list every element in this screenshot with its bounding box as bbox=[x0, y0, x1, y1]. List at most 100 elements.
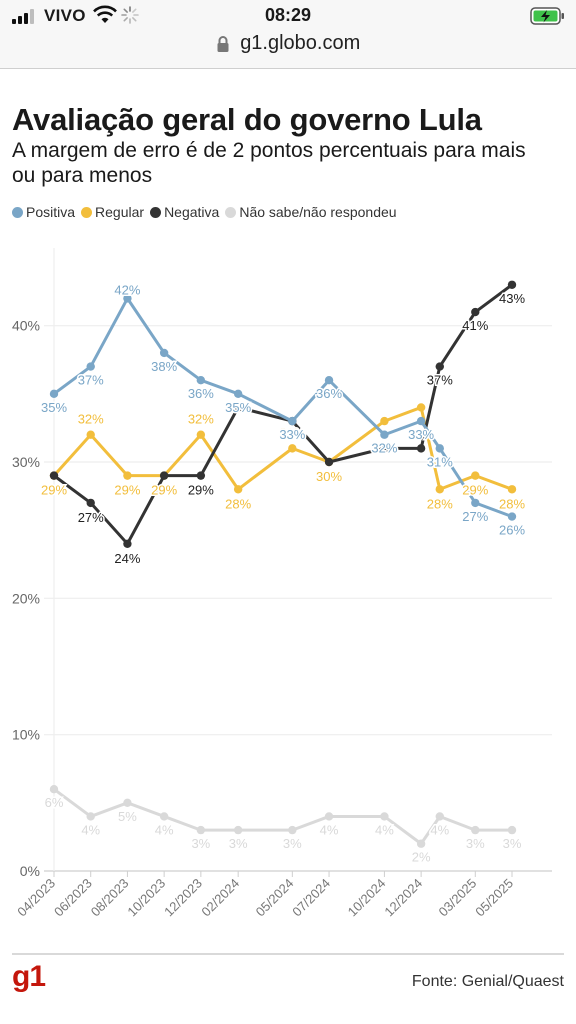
x-tick-label: 12/2023 bbox=[161, 876, 205, 920]
data-label-regular: 30% bbox=[316, 469, 342, 484]
data-point-regular bbox=[233, 485, 243, 494]
legend-label: Positiva bbox=[26, 204, 76, 220]
legend-label: Regular bbox=[95, 204, 145, 220]
data-point-negativa bbox=[471, 307, 480, 317]
data-point-regular bbox=[435, 485, 444, 494]
data-point-negativa bbox=[123, 539, 132, 548]
data-label-positiva: 35% bbox=[225, 400, 251, 415]
data-point-negativa bbox=[196, 471, 206, 480]
data-label-nao-sabe-nao-respondeu: 3% bbox=[191, 836, 210, 851]
data-point-positiva bbox=[380, 430, 389, 439]
data-label-positiva: 33% bbox=[279, 427, 305, 442]
data-label-regular: 29% bbox=[462, 483, 488, 498]
data-label-positiva: 36% bbox=[188, 386, 214, 401]
data-point-positiva bbox=[507, 512, 517, 521]
address-bar[interactable]: g1.globo.com bbox=[0, 32, 576, 58]
data-label-positiva: 27% bbox=[462, 509, 488, 524]
legend-swatch bbox=[225, 207, 237, 218]
data-label-nao-sabe-nao-respondeu: 4% bbox=[155, 822, 174, 837]
data-point-positiva bbox=[324, 376, 334, 385]
y-tick-label: 0% bbox=[20, 863, 40, 879]
data-point-negativa bbox=[159, 471, 169, 480]
line-chart: 0%10%20%30%40%04/202306/202308/202310/20… bbox=[12, 248, 552, 920]
data-label-nao-sabe-nao-respondeu: 4% bbox=[320, 822, 339, 837]
data-label-regular: 32% bbox=[188, 412, 214, 427]
data-point-nao-sabe-nao-respondeu bbox=[435, 812, 444, 821]
data-point-regular bbox=[416, 403, 426, 412]
data-label-nao-sabe-nao-respondeu: 3% bbox=[503, 836, 522, 851]
data-label-nao-sabe-nao-respondeu: 3% bbox=[466, 836, 485, 851]
data-point-negativa bbox=[507, 280, 517, 289]
legend-item: Negativa bbox=[150, 204, 219, 220]
x-tick-label: 04/2023 bbox=[14, 876, 58, 920]
y-tick-label: 40% bbox=[12, 318, 40, 334]
legend-item: Regular bbox=[81, 204, 144, 220]
y-tick-label: 20% bbox=[12, 590, 40, 606]
data-point-regular bbox=[380, 416, 389, 426]
data-point-nao-sabe-nao-respondeu bbox=[380, 812, 389, 821]
loading-spinner-icon bbox=[121, 6, 139, 24]
data-point-nao-sabe-nao-respondeu bbox=[288, 825, 297, 835]
data-point-positiva bbox=[416, 416, 426, 426]
x-tick-label: 08/2023 bbox=[88, 876, 132, 920]
legend-swatch bbox=[150, 207, 162, 218]
data-point-regular bbox=[507, 485, 517, 494]
wifi-icon bbox=[93, 5, 117, 23]
data-point-nao-sabe-nao-respondeu bbox=[159, 812, 169, 821]
data-label-negativa: 24% bbox=[114, 551, 140, 566]
data-label-nao-sabe-nao-respondeu: 4% bbox=[81, 822, 100, 837]
data-point-negativa bbox=[380, 444, 389, 453]
x-tick-label: 12/2024 bbox=[381, 876, 425, 920]
data-point-positiva bbox=[159, 348, 169, 358]
data-label-nao-sabe-nao-respondeu: 3% bbox=[229, 836, 248, 851]
chart-legend: Positiva Regular Negativa Não sabe/não resp… bbox=[12, 204, 572, 224]
data-point-regular bbox=[196, 430, 206, 439]
data-label-positiva: 42% bbox=[114, 282, 140, 297]
y-tick-label: 30% bbox=[12, 454, 40, 470]
legend-swatch bbox=[81, 207, 93, 218]
url-text[interactable]: g1.globo.com bbox=[240, 32, 361, 54]
data-point-positiva bbox=[288, 416, 297, 426]
data-label-nao-sabe-nao-respondeu: 3% bbox=[283, 836, 302, 851]
source-note: Fonte: Genial/Quaest bbox=[411, 973, 564, 990]
data-point-regular bbox=[471, 471, 480, 480]
data-label-nao-sabe-nao-respondeu: 2% bbox=[412, 850, 431, 865]
data-point-negativa bbox=[233, 403, 243, 412]
y-tick-label: 10% bbox=[12, 727, 40, 743]
footer-divider bbox=[12, 953, 564, 955]
x-tick-label: 10/2023 bbox=[124, 876, 168, 920]
x-tick-label: 10/2024 bbox=[345, 876, 389, 920]
status-bar: VIVO 08:29 bbox=[0, 0, 576, 32]
data-label-positiva: 36% bbox=[316, 386, 342, 401]
battery-charging-icon bbox=[530, 7, 564, 25]
data-label-regular: 32% bbox=[78, 412, 104, 427]
clock: 08:29 bbox=[264, 5, 312, 25]
legend-label: Não sabe/não respondeu bbox=[239, 204, 397, 220]
legend-swatch bbox=[12, 207, 23, 218]
data-point-positiva bbox=[471, 498, 480, 508]
data-point-negativa bbox=[435, 362, 444, 371]
data-point-positiva bbox=[196, 376, 206, 385]
legend-label: Negativa bbox=[164, 204, 220, 220]
g1-logo[interactable]: g1 bbox=[12, 960, 46, 993]
data-label-negativa: 41% bbox=[462, 318, 488, 333]
legend-item: Não sabe/não respondeu bbox=[225, 204, 397, 220]
data-label-negativa: 37% bbox=[427, 373, 453, 388]
data-label-negativa: 43% bbox=[499, 291, 525, 306]
data-label-positiva: 37% bbox=[78, 373, 104, 388]
data-label-regular: 29% bbox=[151, 483, 177, 498]
data-label-nao-sabe-nao-respondeu: 5% bbox=[118, 809, 137, 824]
data-label-nao-sabe-nao-respondeu: 4% bbox=[430, 822, 449, 837]
data-label-regular: 28% bbox=[499, 496, 525, 511]
data-label-regular: 29% bbox=[41, 483, 67, 498]
data-point-regular bbox=[86, 430, 95, 439]
data-label-negativa: 29% bbox=[188, 483, 214, 498]
data-label-positiva: 35% bbox=[41, 400, 67, 415]
x-tick-label: 05/2024 bbox=[253, 876, 297, 920]
data-point-positiva bbox=[49, 389, 59, 399]
data-point-nao-sabe-nao-respondeu bbox=[416, 839, 426, 848]
chart-title: Avaliação geral do governo Lula bbox=[12, 102, 482, 137]
data-point-positiva bbox=[435, 444, 444, 453]
signal-icon bbox=[12, 8, 38, 24]
data-label-negativa: 27% bbox=[78, 510, 104, 525]
